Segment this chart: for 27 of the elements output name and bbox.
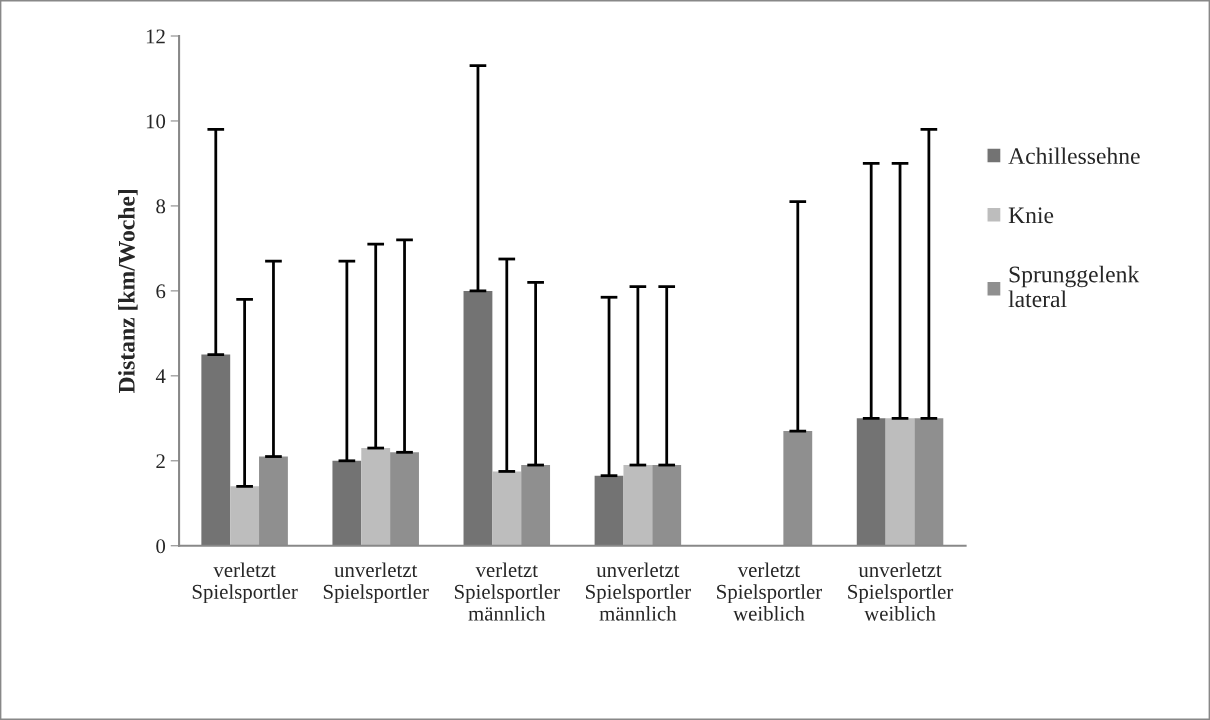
x-tick-label: unverletzt Spielsportler [323, 562, 429, 604]
bar [492, 471, 522, 546]
y-tick-label: 4 [155, 369, 166, 384]
bar [594, 475, 624, 546]
x-tick-label: unverletzt Spielsportler weiblich [848, 562, 954, 621]
y-tick-label: 12 [146, 29, 165, 44]
y-tick-label: 6 [156, 284, 166, 299]
bar [230, 486, 260, 546]
y-tick-label: 2 [156, 454, 165, 469]
bar [856, 418, 886, 546]
bar [463, 290, 493, 546]
legend-label: Knie [1008, 207, 1054, 224]
y-tick-label: 8 [156, 199, 166, 214]
bar [361, 448, 391, 546]
bar [201, 354, 231, 546]
legend-label: Achillessehne [1008, 147, 1140, 165]
y-tick-label: 0 [156, 539, 166, 554]
x-tick-label: verletzt Spielsportler [192, 562, 298, 604]
x-tick-label: unverletzt Spielsportler männlich [586, 562, 691, 621]
legend-label: Sprunggelenk lateral [1008, 265, 1140, 308]
bar [332, 460, 362, 546]
x-tick-label: verletzt Spielsportler weiblich [717, 562, 823, 621]
bar [623, 465, 653, 546]
x-tick-label: verletzt Spielsportler männlich [454, 562, 560, 621]
y-axis-title: Distanz [km/Woche] [118, 189, 138, 394]
bar [885, 418, 915, 546]
y-tick-label: 10 [146, 114, 166, 129]
